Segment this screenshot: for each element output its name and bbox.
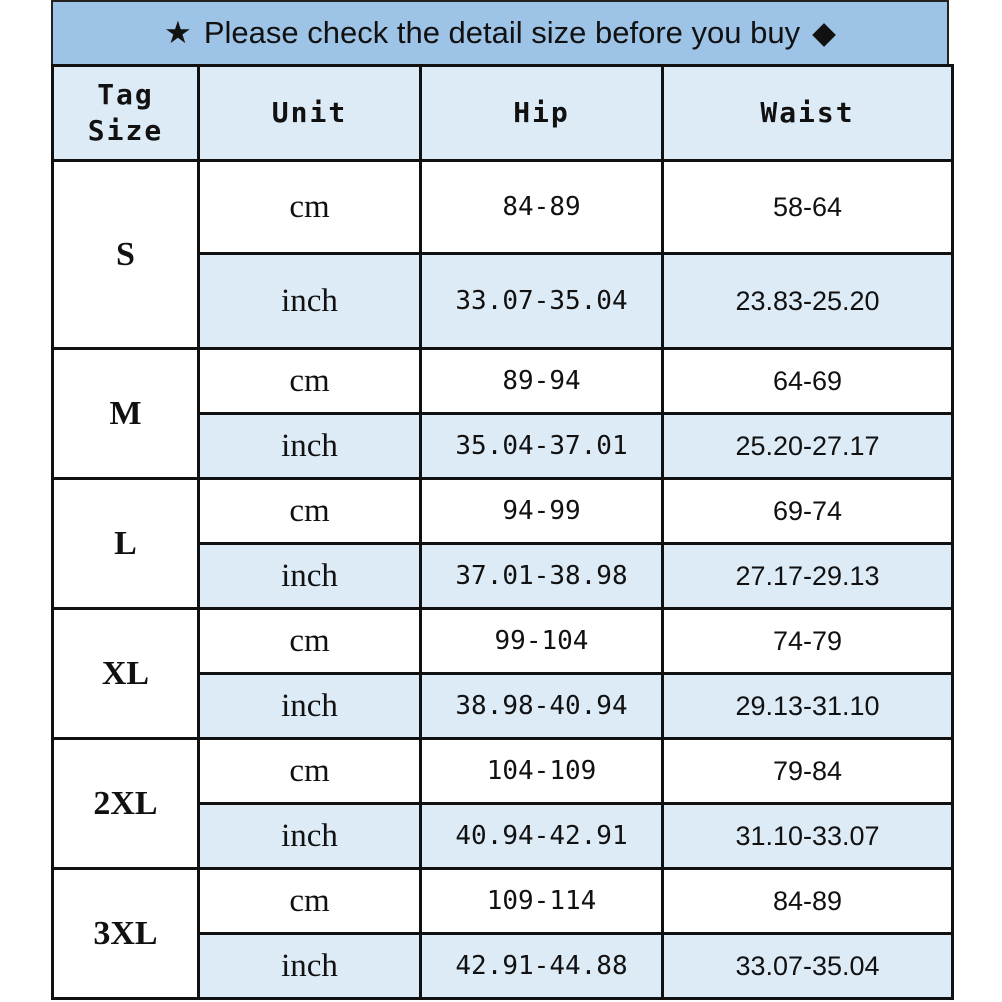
table-row: inch 42.91-44.88 33.07-35.04 [53,932,954,1000]
hip-cell: 42.91-44.88 [419,932,664,1000]
unit-cell: inch [197,412,422,480]
waist-cell: 64-69 [661,347,954,415]
hip-cell: 84-89 [419,159,664,255]
hip-cell: 35.04-37.01 [419,412,664,480]
header-waist: Waist [661,64,954,162]
unit-cell: inch [197,252,422,350]
unit-cell: cm [197,347,422,415]
waist-cell: 31.10-33.07 [661,802,954,870]
unit-cell: cm [197,477,422,545]
size-chart: ★ Please check the detail size before yo… [51,0,954,1000]
waist-cell: 27.17-29.13 [661,542,954,610]
header-row: Tag Size Unit Hip Waist [51,64,954,162]
banner-text: Please check the detail size before you … [203,15,801,50]
header-unit: Unit [197,64,422,162]
waist-cell: 29.13-31.10 [661,672,954,740]
table-row: 2XL cm 104-109 79-84 [51,737,954,870]
table-row: inch 33.07-35.04 23.83-25.20 [53,252,954,350]
size-cell: 3XL [51,867,200,1000]
unit-cell: cm [197,607,422,675]
hip-cell: 38.98-40.94 [419,672,664,740]
unit-cell: inch [197,802,422,870]
size-cell: S [51,159,200,350]
banner: ★ Please check the detail size before yo… [51,0,949,64]
size-cell: 2XL [51,737,200,870]
table-row: inch 35.04-37.01 25.20-27.17 [53,412,954,480]
size-cell: L [51,477,200,610]
table-row: 3XL cm 109-114 84-89 [51,867,954,1000]
waist-cell: 25.20-27.17 [661,412,954,480]
waist-cell: 84-89 [661,867,954,935]
hip-cell: 40.94-42.91 [419,802,664,870]
diamond-icon: ◆ [812,15,836,50]
waist-cell: 58-64 [661,159,954,255]
unit-cell: inch [197,672,422,740]
star-icon: ★ [164,15,192,50]
hip-cell: 89-94 [419,347,664,415]
header-label: Tag Size [87,77,164,147]
waist-cell: 74-79 [661,607,954,675]
unit-cell: cm [197,867,422,935]
table-row: inch 37.01-38.98 27.17-29.13 [53,542,954,610]
unit-cell: cm [197,737,422,805]
table-row: inch 38.98-40.94 29.13-31.10 [53,672,954,740]
unit-cell: cm [197,159,422,255]
hip-cell: 99-104 [419,607,664,675]
table-row: inch 40.94-42.91 31.10-33.07 [53,802,954,870]
waist-cell: 69-74 [661,477,954,545]
hip-cell: 109-114 [419,867,664,935]
waist-cell: 23.83-25.20 [661,252,954,350]
header-hip: Hip [419,64,664,162]
table-row: XL cm 99-104 74-79 [51,607,954,740]
hip-cell: 94-99 [419,477,664,545]
size-cell: XL [51,607,200,740]
unit-cell: inch [197,932,422,1000]
hip-cell: 37.01-38.98 [419,542,664,610]
hip-cell: 104-109 [419,737,664,805]
hip-cell: 33.07-35.04 [419,252,664,350]
header-tag-size: Tag Size [51,64,200,162]
size-cell: M [51,347,200,480]
waist-cell: 33.07-35.04 [661,932,954,1000]
waist-cell: 79-84 [661,737,954,805]
unit-cell: inch [197,542,422,610]
